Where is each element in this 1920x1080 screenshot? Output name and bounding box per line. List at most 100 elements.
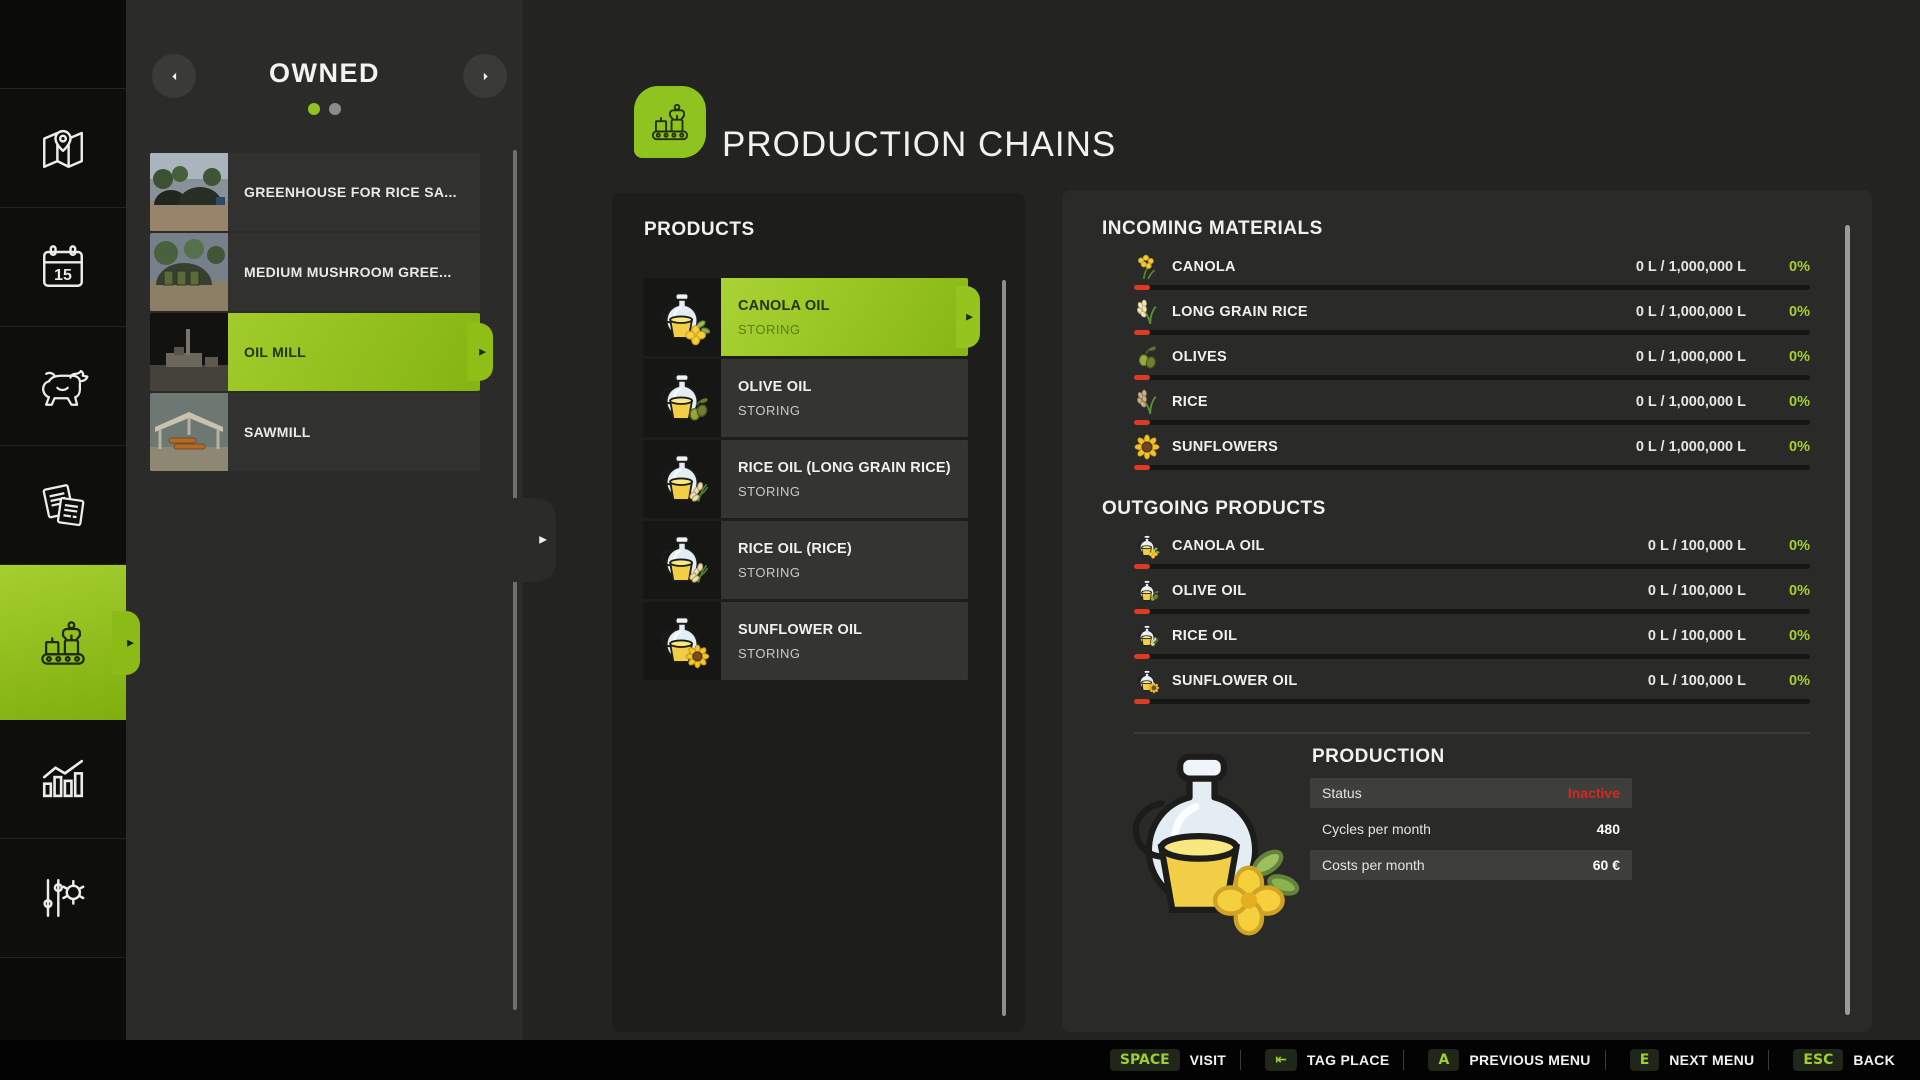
product-item[interactable]: CANOLA OIL STORING [643, 278, 980, 356]
production-stat-value: 60 € [1592, 857, 1620, 873]
hotkey-key[interactable]: ESC [1793, 1049, 1844, 1071]
product-output-amount: 0 L / 100,000 L [1647, 672, 1746, 689]
caret-left-icon [168, 70, 181, 83]
product-output-amount: 0 L / 100,000 L [1647, 627, 1746, 644]
hotkey-key[interactable]: ⇤ [1265, 1049, 1297, 1071]
product-status: STORING [738, 645, 801, 661]
hotkey-key[interactable]: A [1428, 1049, 1460, 1071]
products-scrollbar[interactable] [1002, 280, 1006, 1016]
panel-collapse-toggle[interactable] [500, 498, 556, 582]
product-output-bar-value [1134, 654, 1150, 659]
sidebar-item-icon [33, 475, 93, 535]
material-fill-amount: 0 L / 1,000,000 L [1635, 438, 1746, 455]
material-name: LONG GRAIN RICE [1172, 303, 1308, 320]
product-item[interactable]: RICE OIL (LONG GRAIN RICE) STORING [643, 440, 968, 518]
material-row: OLIVES 0 L / 1,000,000 L 0% [1134, 340, 1810, 385]
production-stat-row: Cycles per month 480 [1310, 814, 1632, 844]
product-name: CANOLA OIL [738, 297, 830, 314]
sidebar-item-contracts[interactable] [0, 446, 126, 565]
sidebar-item-calendar[interactable]: 15 [0, 208, 126, 327]
product-output-bar [1134, 609, 1810, 614]
material-fill-bar [1134, 285, 1810, 290]
material-fill-percent: 0% [1789, 258, 1810, 275]
products-panel: PRODUCTS CANOLA OIL STORING OLIVE OIL ST… [612, 193, 1025, 1032]
hotkey: ⇤ TAG PLACE [1240, 1049, 1389, 1071]
hotkey: E NEXT MENU [1605, 1049, 1755, 1071]
hotkey-label: PREVIOUS MENU [1469, 1052, 1591, 1068]
product-name: SUNFLOWER OIL [738, 621, 863, 638]
owned-item[interactable]: OIL MILL [150, 313, 493, 391]
owned-item-label: GREENHOUSE FOR RICE SA... [244, 184, 457, 200]
material-icon [1134, 344, 1160, 370]
product-output-bar-value [1134, 609, 1150, 614]
production-stat-row: Costs per month 60 € [1310, 850, 1632, 880]
owned-item[interactable]: GREENHOUSE FOR RICE SA... [150, 153, 480, 231]
production-stat-value: 480 [1596, 821, 1620, 837]
product-item[interactable]: RICE OIL (RICE) STORING [643, 521, 968, 599]
product-name: OLIVE OIL [738, 378, 812, 395]
material-fill-percent: 0% [1789, 303, 1810, 320]
page-dot[interactable] [308, 103, 320, 115]
hotkey-label: TAG PLACE [1306, 1052, 1390, 1068]
owned-building-list: GREENHOUSE FOR RICE SA... MEDIUM MUSHROO… [150, 153, 493, 473]
sidebar-item-icon [33, 749, 93, 809]
incoming-materials-heading: INCOMING MATERIALS [1102, 218, 1323, 239]
material-row: CANOLA 0 L / 1,000,000 L 0% [1134, 250, 1810, 295]
product-item[interactable]: SUNFLOWER OIL STORING [643, 602, 968, 680]
material-name: SUNFLOWERS [1172, 438, 1279, 455]
carousel-next-button[interactable] [463, 54, 507, 98]
sidebar-item-map[interactable] [0, 89, 126, 208]
product-output-row: CANOLA OIL 0 L / 100,000 L 0% [1134, 529, 1810, 574]
building-thumbnail [150, 153, 228, 231]
product-item[interactable]: OLIVE OIL STORING [643, 359, 968, 437]
detail-panel-scrollbar[interactable] [1845, 225, 1850, 1015]
page-dot[interactable] [329, 103, 341, 115]
owned-panel: OWNED GREENHOUSE FOR RICE SA... MEDIUM M… [126, 0, 523, 1040]
product-output-row: RICE OIL 0 L / 100,000 L 0% [1134, 619, 1810, 664]
production-stat-row: Status Inactive [1310, 778, 1632, 808]
material-row: SUNFLOWERS 0 L / 1,000,000 L 0% [1134, 430, 1810, 475]
sidebar-item-production[interactable] [0, 565, 126, 720]
owned-item[interactable]: SAWMILL [150, 393, 480, 471]
material-fill-bar [1134, 375, 1810, 380]
owned-item-label: MEDIUM MUSHROOM GREE... [244, 264, 452, 280]
material-name: CANOLA [1172, 258, 1236, 275]
svg-text:15: 15 [54, 267, 72, 284]
material-name: RICE [1172, 393, 1208, 410]
material-fill-bar-value [1134, 420, 1150, 425]
material-icon [1134, 254, 1160, 280]
product-output-bar [1134, 699, 1810, 704]
material-name: OLIVES [1172, 348, 1227, 365]
hotkey-key[interactable]: E [1629, 1049, 1660, 1071]
product-output-percent: 0% [1789, 627, 1810, 644]
sidebar-item-settings[interactable] [0, 839, 126, 958]
hotkey-label: VISIT [1189, 1052, 1227, 1068]
hotkey: SPACE VISIT [1109, 1049, 1227, 1071]
material-fill-amount: 0 L / 1,000,000 L [1635, 348, 1746, 365]
sidebar-spacer [0, 0, 126, 89]
production-stat-label: Status [1322, 785, 1362, 801]
page-title: PRODUCTION CHAINS [722, 125, 1117, 165]
product-status: STORING [738, 402, 801, 418]
sidebar-item-statistics[interactable] [0, 720, 126, 839]
product-output-name: RICE OIL [1172, 627, 1238, 644]
product-output-icon [1134, 668, 1160, 694]
material-fill-amount: 0 L / 1,000,000 L [1635, 258, 1746, 275]
production-stat-label: Costs per month [1322, 857, 1425, 873]
sidebar-item-animals[interactable] [0, 327, 126, 446]
material-row: RICE 0 L / 1,000,000 L 0% [1134, 385, 1810, 430]
product-icon [643, 278, 721, 356]
product-output-row: SUNFLOWER OIL 0 L / 100,000 L 0% [1134, 664, 1810, 709]
product-icon [643, 521, 721, 599]
material-fill-percent: 0% [1789, 438, 1810, 455]
material-fill-bar [1134, 465, 1810, 470]
sidebar-item-icon [33, 118, 93, 178]
section-divider [1134, 732, 1810, 734]
material-fill-bar-value [1134, 375, 1150, 380]
owned-item[interactable]: MEDIUM MUSHROOM GREE... [150, 233, 480, 311]
production-icon [645, 97, 695, 147]
carousel-prev-button[interactable] [152, 54, 196, 98]
product-output-bar-value [1134, 699, 1150, 704]
hotkey-key[interactable]: SPACE [1109, 1049, 1180, 1071]
product-status: STORING [738, 564, 801, 580]
